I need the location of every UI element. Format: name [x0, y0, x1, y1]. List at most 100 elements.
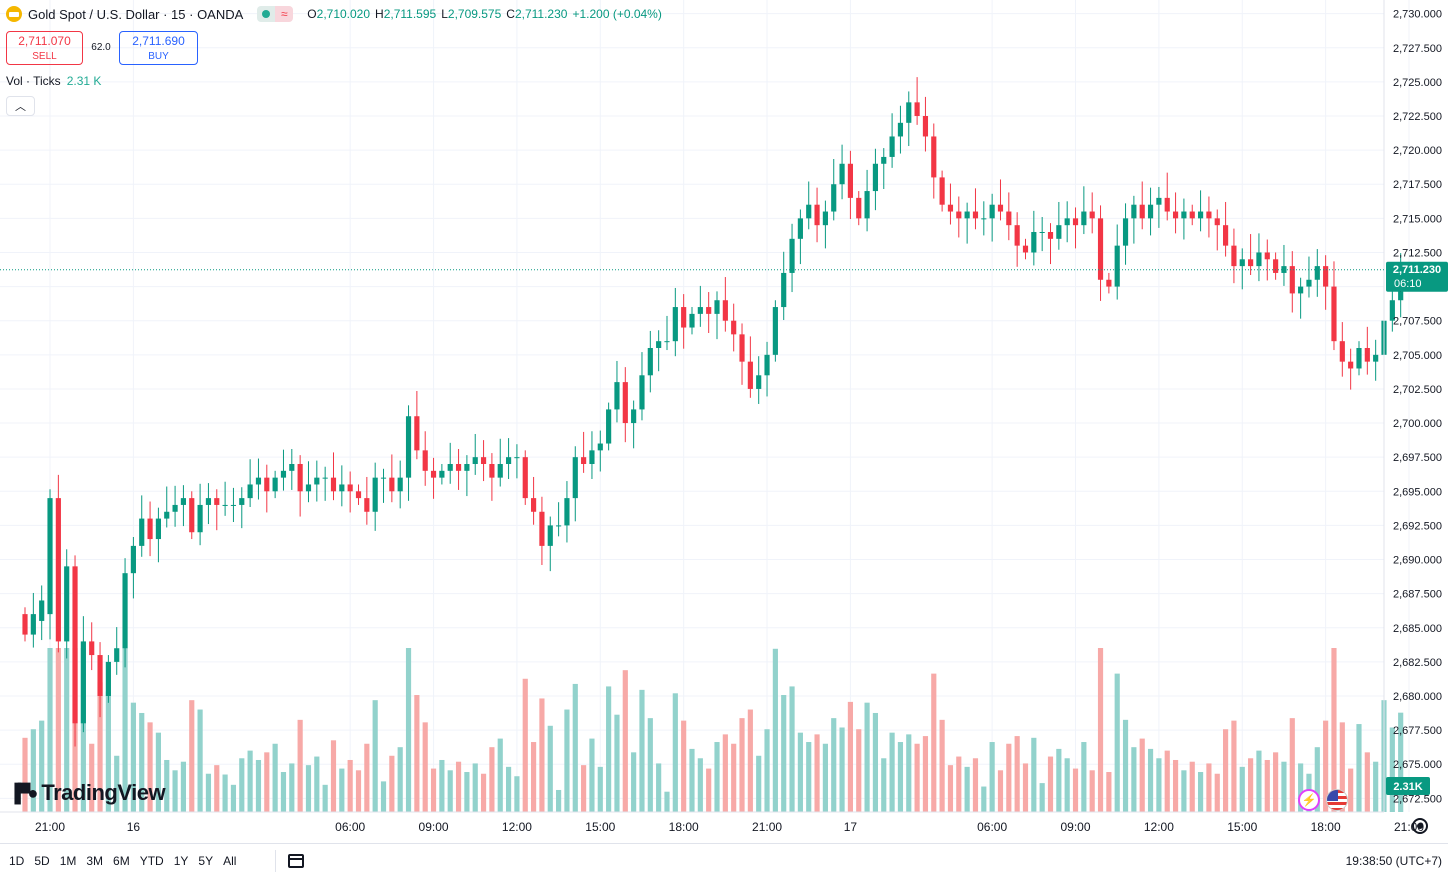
candle-body	[939, 177, 945, 205]
candle-body	[1147, 204, 1154, 219]
wave-icon[interactable]: ≈	[275, 6, 294, 22]
buy-button[interactable]: 2,711.690 BUY	[119, 31, 198, 65]
volume-bar	[781, 695, 787, 812]
market-status-icon[interactable]	[257, 6, 276, 22]
range-1y[interactable]: 1Y	[173, 854, 189, 868]
volume-bar	[130, 702, 136, 812]
volume-legend[interactable]: Vol · Ticks 2.31 K	[6, 74, 101, 88]
volume-bar	[564, 709, 570, 812]
candle-body	[64, 566, 70, 642]
bolt-icon[interactable]: ⚡	[1298, 789, 1320, 811]
volume-bar	[272, 743, 278, 812]
range-3m[interactable]: 3M	[86, 854, 104, 868]
candle-body	[522, 457, 528, 499]
candle-body	[139, 518, 145, 546]
volume-bar	[839, 727, 845, 812]
volume-bar	[389, 755, 395, 812]
candle-body	[1264, 252, 1270, 260]
volume-bar	[164, 759, 170, 812]
range-1d[interactable]: 1D	[9, 854, 25, 868]
candle-body	[330, 477, 337, 492]
gear-icon[interactable]	[1412, 818, 1428, 834]
candle-body	[681, 307, 687, 328]
volume-bar	[664, 791, 670, 812]
candle-body	[1172, 211, 1179, 219]
volume-bar	[522, 678, 528, 812]
time-tick-label: 18:00	[669, 820, 699, 834]
volume-bar	[572, 683, 578, 812]
volume-bar	[464, 772, 470, 812]
candle-body	[1273, 259, 1279, 273]
volume-bar	[872, 712, 879, 812]
calendar-icon[interactable]	[288, 854, 304, 868]
price-chart[interactable]: 2,672.500 2,675.000 2,677.500 2,680.000 2,68…	[0, 0, 1448, 843]
candle-body	[864, 191, 870, 219]
candle-body	[856, 197, 862, 219]
volume-bar	[289, 763, 295, 812]
volume-bar	[922, 736, 929, 812]
volume-bar	[1389, 727, 1395, 812]
volume-bar	[1056, 748, 1062, 812]
range-ytd[interactable]: YTD	[139, 854, 164, 868]
volume-bar	[756, 755, 762, 812]
candle-body	[1022, 245, 1029, 253]
price-tick-label: 2,712.500	[1393, 247, 1442, 259]
volume-bar	[472, 763, 478, 812]
volume-bar	[889, 732, 895, 812]
candle-body	[1106, 279, 1112, 287]
volume-bar	[1289, 718, 1295, 812]
us-flag-icon[interactable]	[1326, 789, 1348, 811]
volume-bar	[205, 773, 212, 812]
candle-body	[906, 102, 912, 123]
price-tick-label: 2,672.500	[1393, 793, 1442, 805]
candle-body	[964, 211, 970, 219]
range-all[interactable]: All	[223, 854, 237, 868]
volume-bar	[1231, 720, 1237, 812]
volume-bar	[1172, 759, 1179, 812]
candle-body	[747, 361, 753, 389]
volume-bar	[372, 700, 378, 812]
volume-bar	[1348, 768, 1354, 812]
time-tick-label: 12:00	[1144, 820, 1174, 834]
collapse-legend-button[interactable]: ︿	[6, 96, 35, 116]
candle-body	[539, 511, 545, 546]
candle-body	[280, 470, 287, 478]
volume-bar	[255, 759, 262, 812]
tradingview-logo[interactable]: ▐▀● TradingView	[8, 780, 166, 806]
volume-bar	[997, 770, 1004, 812]
volume-bar	[430, 768, 437, 812]
volume-bar	[689, 748, 695, 812]
candle-body	[289, 464, 295, 471]
price-tick-label: 2,715.000	[1393, 213, 1442, 225]
volume-bar	[897, 742, 904, 812]
candle-body	[614, 382, 620, 410]
volume-bar	[405, 648, 412, 812]
sell-button[interactable]: 2,711.070 SELL	[6, 31, 83, 65]
price-tick-label: 2,692.500	[1393, 520, 1442, 532]
volume-bar	[155, 732, 161, 812]
volume-bar	[597, 766, 603, 812]
candle-body	[572, 457, 578, 499]
range-6m[interactable]: 6M	[113, 854, 130, 868]
range-5y[interactable]: 5Y	[198, 854, 214, 868]
volume-bar	[497, 738, 503, 812]
timezone-clock[interactable]: 19:38:50 (UTC+7)	[1345, 854, 1442, 868]
volume-bar	[1072, 768, 1079, 812]
volume-bar	[1373, 761, 1379, 812]
candle-body	[314, 477, 320, 485]
volume-bar	[764, 729, 770, 812]
candle-body	[347, 484, 353, 492]
volume-bar	[1064, 758, 1070, 812]
volume-bar	[122, 648, 128, 812]
candle-body	[1364, 348, 1370, 362]
symbol-title[interactable]: Gold Spot / U.S. Dollar · 15 · OANDA	[28, 6, 244, 22]
time-tick-label: 21:00	[35, 820, 65, 834]
candle-body	[889, 136, 895, 157]
candle-body	[489, 464, 495, 478]
price-tick-label: 2,722.500	[1393, 111, 1442, 123]
range-1m[interactable]: 1M	[59, 854, 77, 868]
volume-bar	[139, 712, 145, 812]
candle-body	[214, 498, 220, 505]
candle-body	[1139, 204, 1145, 219]
range-5d[interactable]: 5D	[34, 854, 50, 868]
